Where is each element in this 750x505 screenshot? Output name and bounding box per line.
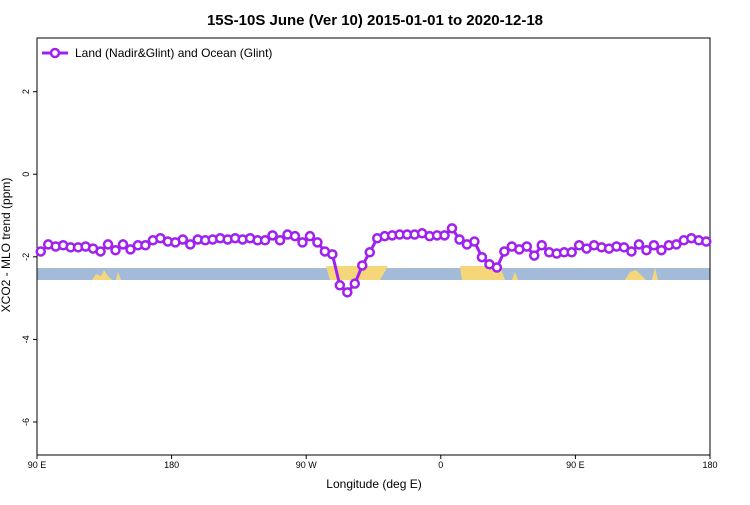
- data-point: [364, 247, 376, 258]
- data-point: [327, 249, 338, 260]
- data-point: [476, 251, 488, 263]
- land-patch: [326, 266, 388, 280]
- data-point: [312, 237, 323, 248]
- land-patch: [625, 270, 646, 280]
- y-tick-label: -2: [21, 253, 31, 261]
- land-patch: [512, 272, 518, 280]
- y-tick-label: 0: [21, 172, 31, 177]
- data-point: [566, 247, 577, 258]
- data-point: [289, 230, 301, 242]
- chart-title: 15S-10S June (Ver 10) 2015-01-01 to 2020…: [207, 12, 543, 29]
- land-patch: [652, 268, 658, 280]
- data-point: [349, 278, 361, 289]
- data-point: [304, 230, 316, 242]
- data-point: [536, 240, 547, 251]
- data-point: [297, 237, 308, 248]
- data-point: [469, 236, 480, 247]
- data-point: [35, 246, 46, 257]
- data-point: [117, 239, 129, 250]
- data-point: [701, 236, 712, 247]
- legend-label: Land (Nadir&Glint) and Ocean (Glint): [75, 46, 272, 60]
- data-point: [439, 230, 450, 241]
- y-axis-label: XCO2 - MLO trend (ppm): [0, 178, 13, 313]
- x-tick-label: 180: [702, 460, 717, 470]
- data-point: [140, 240, 151, 251]
- y-tick-label: -6: [21, 418, 31, 426]
- data-point: [357, 260, 368, 271]
- data-point: [446, 223, 458, 234]
- land-patch: [92, 270, 112, 280]
- x-axis-label: Longitude (deg E): [326, 477, 421, 491]
- x-tick-label: 90 E: [28, 460, 47, 470]
- data-point: [274, 235, 286, 246]
- y-tick-label: 2: [21, 89, 31, 94]
- data-point: [626, 246, 637, 257]
- plot-frame: [36, 37, 711, 456]
- y-tick-label: -4: [21, 335, 31, 343]
- data-point: [618, 242, 630, 253]
- data-point: [334, 280, 346, 291]
- data-point: [633, 239, 645, 250]
- data-point: [671, 239, 682, 250]
- data-point: [529, 250, 540, 261]
- data-point: [656, 244, 667, 256]
- x-tick-label: 90 W: [296, 460, 318, 470]
- x-tick-label: 180: [164, 460, 179, 470]
- legend-marker: [49, 47, 61, 59]
- data-point: [648, 240, 660, 251]
- data-point: [177, 234, 189, 245]
- data-point: [641, 244, 652, 256]
- data-point: [110, 244, 121, 256]
- data-point: [185, 239, 196, 250]
- land-mask: [37, 266, 710, 280]
- data-point: [521, 241, 533, 252]
- data-point: [102, 239, 114, 250]
- data-point: [267, 230, 278, 241]
- data-point: [491, 262, 503, 273]
- data-point: [454, 234, 465, 245]
- legend: Land (Nadir&Glint) and Ocean (Glint): [42, 46, 272, 60]
- land-patch: [116, 272, 121, 280]
- x-tick-label: 90 E: [566, 460, 585, 470]
- data-point: [259, 235, 271, 246]
- data-point: [95, 246, 106, 257]
- data-point: [342, 287, 353, 298]
- x-tick-label: 0: [438, 460, 443, 470]
- data-point: [499, 246, 510, 257]
- data-point: [125, 244, 136, 255]
